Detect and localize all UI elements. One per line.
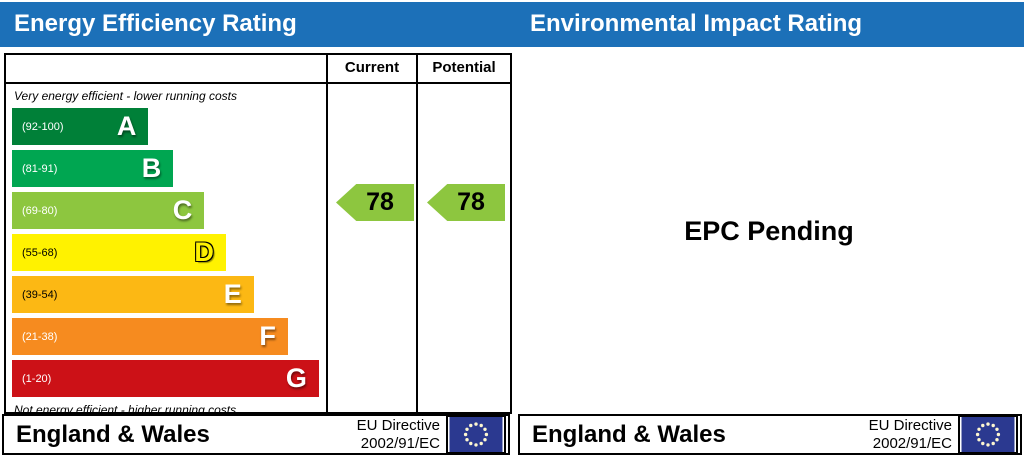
eu-directive-label: EU Directive 2002/91/EC: [357, 417, 440, 452]
band-a-range: (92-100): [22, 120, 64, 133]
eu-directive-line1: EU Directive: [356, 417, 440, 435]
band-e-letter: E: [223, 279, 242, 309]
table-header-spacer: [6, 55, 328, 82]
band-b-range: (81-91): [22, 162, 58, 175]
caption-very-efficient: Very energy efficient - lower running co…: [14, 89, 237, 103]
header-bar: Energy Efficiency Rating Environmental I…: [0, 2, 1024, 47]
footer-region-label: England & Wales: [16, 420, 210, 448]
band-f-range: (21-38): [22, 330, 58, 343]
eu-directive-label: EU Directive 2002/91/EC: [869, 417, 952, 452]
band-c: (69-80) C: [12, 192, 205, 229]
eu-directive-line2: 2002/91/EC: [360, 434, 440, 452]
potential-rating-cell: [418, 84, 510, 412]
caption-not-efficient: Not energy efficient - higher running co…: [14, 403, 237, 417]
current-column-header: Current: [328, 55, 418, 82]
table-body-row: Very energy efficient - lower running co…: [6, 84, 510, 417]
band-c-letter: C: [172, 195, 193, 225]
band-a: (92-100) A: [12, 108, 149, 145]
band-c-range: (69-80): [22, 204, 58, 217]
environmental-impact-panel: EPC Pending: [516, 51, 1022, 412]
band-b-letter: B: [141, 153, 162, 183]
band-e-range: (39-54): [22, 288, 58, 301]
eu-flag-icon: [446, 415, 506, 454]
eu-directive-line1: EU Directive: [868, 417, 952, 435]
band-scale-column: Very energy efficient - lower running co…: [6, 84, 328, 417]
band-d-range: (55-68): [22, 246, 58, 259]
band-b: (81-91) B: [12, 150, 174, 187]
footer-environmental: England & Wales EU Directive 2002/91/EC: [518, 414, 1022, 455]
band-g-letter: G: [285, 363, 307, 393]
potential-column-header: Potential: [432, 59, 496, 76]
band-d: (55-68) D: [12, 234, 226, 271]
band-e: (39-54) E: [12, 276, 254, 313]
band-d-letter: D: [194, 237, 214, 267]
energy-efficiency-rating-title: Energy Efficiency Rating: [14, 10, 297, 37]
band-g: (1-20) G: [12, 360, 319, 397]
band-f: (21-38) F: [12, 318, 288, 355]
environmental-impact-rating-title: Environmental Impact Rating: [530, 10, 863, 37]
energy-rating-table: Current Potential Very energy efficient …: [4, 53, 512, 417]
table-header-row: Current Potential: [6, 55, 510, 84]
band-a-letter: A: [116, 111, 137, 141]
band-f-letter: F: [259, 321, 276, 351]
footer-region-label: England & Wales: [532, 420, 726, 448]
rating-bands: (92-100) A (81-91) B (69-80) C (55-68) D: [12, 108, 322, 397]
eu-flag-icon: [958, 415, 1018, 454]
footer-energy: England & Wales EU Directive 2002/91/EC: [2, 414, 510, 455]
current-rating-cell: [328, 84, 418, 412]
band-g-range: (1-20): [22, 372, 52, 385]
eu-directive-line2: 2002/91/EC: [872, 434, 952, 452]
epc-pending-text: EPC Pending: [684, 216, 854, 246]
